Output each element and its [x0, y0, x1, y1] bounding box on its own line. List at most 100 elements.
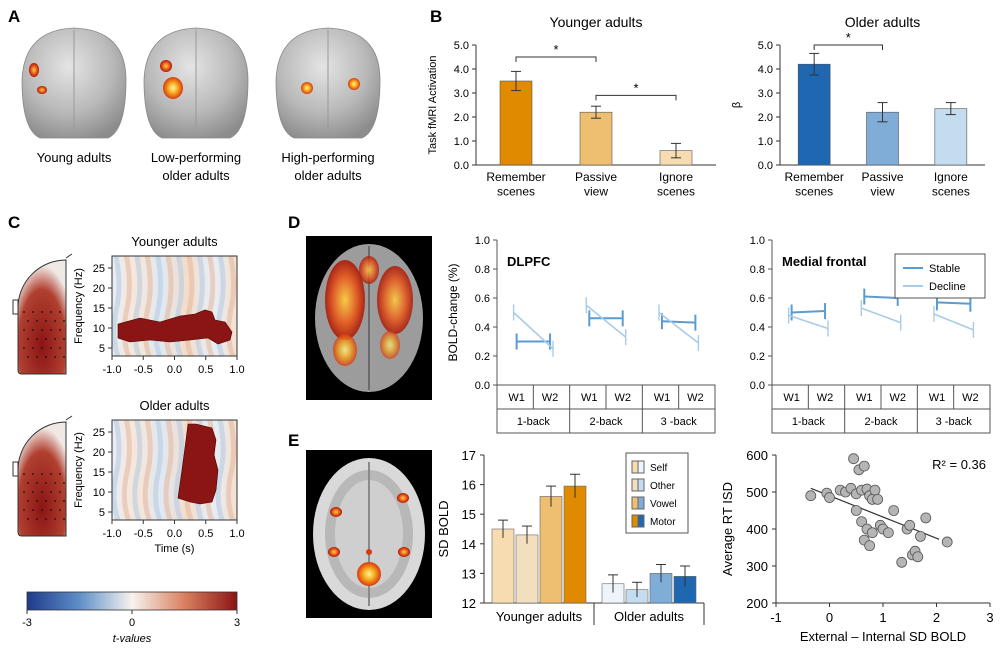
panel-letter-e: E: [288, 431, 299, 450]
sub-label: W1: [856, 392, 873, 404]
electrode-dot: [63, 320, 65, 322]
sub-label: W1: [508, 392, 525, 404]
electrode-dot: [27, 338, 29, 340]
x-tick-label: 1: [879, 610, 886, 625]
electrode-dot: [41, 347, 43, 349]
legend-swatch-old: [637, 460, 645, 474]
electrode-dot: [63, 356, 65, 358]
y-tick-label: 1.0: [750, 235, 765, 247]
series-line: [936, 301, 971, 305]
scatter-point: [858, 460, 870, 472]
scatter-point: [888, 505, 900, 516]
category-label-line: scenes: [657, 184, 695, 198]
y-tick-label: 0.0: [758, 160, 773, 172]
y-tick-label: 17: [462, 448, 476, 463]
tf-stripe: [153, 255, 164, 357]
tf-stripe: [153, 419, 164, 521]
y-tick-label: 4.0: [454, 64, 469, 76]
tf-stripe: [121, 255, 132, 357]
electrode-dot: [59, 347, 61, 349]
electrode-dot: [23, 311, 25, 313]
y-tick-label: 16: [462, 478, 476, 493]
scatter-point: [904, 519, 916, 531]
scatter-point: [912, 551, 924, 563]
sub-label: W2: [962, 392, 979, 404]
bar: [491, 528, 515, 604]
y-tick-label: 0.0: [454, 160, 469, 172]
scatter-point: [848, 453, 859, 465]
legend-swatch-old: [637, 514, 645, 528]
tf-stripe: [205, 255, 216, 357]
electrode-dot: [23, 509, 25, 511]
y-tick-label: 14: [462, 537, 476, 552]
brain-high-performing-older: [275, 27, 381, 139]
tf-stripe: [226, 419, 237, 521]
significance-star: *: [633, 80, 638, 95]
electrode-dot: [63, 338, 65, 340]
tf-x-tick-label: -0.5: [134, 528, 153, 540]
tf-x-tick-label: 0.5: [198, 528, 213, 540]
bar: [539, 496, 563, 604]
electrode-dot: [41, 473, 43, 475]
category-label-line: Passive: [575, 170, 617, 184]
chart-title: Younger adults: [550, 14, 643, 30]
chart-title: Older adults: [845, 14, 920, 30]
tf-y-axis-label: Frequency (Hz): [73, 268, 85, 344]
electrode-dot: [59, 311, 61, 313]
category-label-line: scenes: [795, 184, 833, 198]
sub-label: W2: [817, 392, 834, 404]
bar: [499, 80, 533, 166]
tf-title: Younger adults: [131, 234, 218, 249]
series-line: [933, 313, 974, 331]
category-label-line: scenes: [932, 184, 970, 198]
tf-y-tick-label: 25: [93, 427, 105, 439]
series-line: [864, 295, 898, 299]
tf-stripe: [173, 255, 184, 357]
category-label-line: scenes: [497, 184, 535, 198]
electrode-dot: [54, 356, 56, 358]
tf-x-tick-label: 0.0: [167, 528, 182, 540]
group-label: 3 -back: [936, 416, 973, 428]
brain-axial-render: [306, 236, 432, 400]
electrode-dot: [50, 311, 52, 313]
electrode-dot: [45, 518, 47, 520]
y-tick-label: 0.6: [475, 293, 490, 305]
electrode-dot: [45, 500, 47, 502]
tf-y-tick-label: 5: [99, 507, 105, 519]
legend-label: Self: [650, 463, 667, 474]
tf-stripe: [226, 255, 237, 357]
legend-swatch-old: [637, 496, 645, 510]
chart-title: DLPFC: [507, 254, 551, 269]
y-tick-label: 12: [462, 596, 476, 611]
legend-label: Motor: [650, 517, 676, 528]
electrode-dot: [27, 482, 29, 484]
brain-axial-slice: [306, 450, 432, 618]
category-label: Passive view: [575, 170, 617, 198]
electrode-dot: [36, 356, 38, 358]
electrode-dot: [36, 338, 38, 340]
electrode-dot: [36, 482, 38, 484]
r-squared-annotation: R² = 0.36: [932, 457, 986, 472]
tf-stripe: [111, 419, 122, 521]
y-tick-label: 3.0: [454, 88, 469, 100]
series-line: [658, 311, 699, 344]
chart-e-scatter: 200 300 400 500 600 -1 0 1 2 3 Average RT ISD Exter…: [720, 448, 994, 644]
electrode-dot: [45, 320, 47, 322]
y-axis-label: β: [731, 102, 743, 108]
colorbar-mid: 0: [129, 617, 135, 629]
tf-stripe: [173, 419, 184, 521]
sub-label: W1: [929, 392, 946, 404]
electrode-dot: [59, 509, 61, 511]
y-tick-label: 13: [462, 566, 476, 581]
y-axis-label: Task fMRI Activation: [427, 55, 439, 154]
group-label: Older adults: [614, 609, 685, 624]
y-axis-label: BOLD-change (%): [446, 263, 460, 361]
sub-label: W1: [654, 392, 671, 404]
sub-label: W2: [687, 392, 704, 404]
tf-stripe: [184, 255, 195, 357]
tf-stripe: [194, 255, 205, 357]
series-line: [861, 307, 901, 324]
category-label-line: Ignore: [659, 170, 693, 184]
category-label-line: view: [584, 184, 608, 198]
